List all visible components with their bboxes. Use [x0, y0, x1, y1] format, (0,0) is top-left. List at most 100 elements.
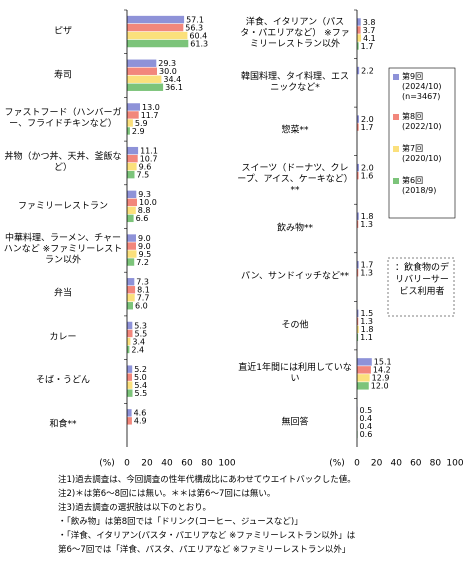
- value-label: 61.3: [190, 39, 208, 48]
- value-label: 56.3: [185, 23, 203, 32]
- value-label: 0.4: [359, 414, 372, 423]
- value-label: 1.3: [360, 269, 373, 278]
- bar: [127, 39, 189, 48]
- x-tick-label: 40: [390, 459, 402, 469]
- category-label: 中華料理、ラーメン、チャーハンなど ※ファミリーレストラン以外: [3, 233, 123, 266]
- x-tick-label: 60: [410, 459, 422, 469]
- value-label: 9.3: [138, 190, 151, 199]
- value-label: 6.0: [135, 302, 148, 311]
- value-label: 4.6: [134, 409, 147, 418]
- value-label: 34.4: [163, 75, 181, 84]
- value-label: 7.5: [137, 170, 150, 179]
- bar: [127, 329, 133, 338]
- footnote: 注3)過去調査の選択肢は以下のとおり。: [58, 503, 212, 513]
- bar: [357, 366, 371, 374]
- bar: [127, 250, 137, 258]
- bar: [127, 365, 133, 373]
- value-label: 3.7: [363, 26, 376, 35]
- category-label: 直近1年間には利用していない: [238, 363, 352, 385]
- bar: [127, 373, 132, 381]
- category-label: ピザ: [53, 26, 72, 37]
- bar: [127, 278, 135, 286]
- footnote: ・「飲み物」は第8回では「ドリンク(コーヒー、ジュースなど)」: [58, 517, 303, 527]
- x-tick-label: 100: [446, 459, 463, 469]
- legend-box: [388, 67, 456, 219]
- bar: [127, 345, 130, 354]
- bar: [127, 162, 137, 171]
- category-label: パン、サンドイッチなど**: [241, 271, 349, 282]
- bar: [127, 389, 133, 397]
- footnote: ・「洋食、イタリアン(パスタ・パエリアなど ※ファミリーレストラン以外」は: [58, 531, 356, 541]
- bar: [357, 325, 359, 334]
- bar: [127, 154, 138, 163]
- category-label: 韓国料理、タイ料理、エスニックなど*: [240, 71, 349, 93]
- bar: [127, 59, 157, 67]
- bar: [357, 358, 372, 366]
- x-tick-label: 80: [201, 459, 213, 469]
- x-tick-label: 20: [141, 459, 153, 469]
- legend-label: 第7回 (2020/10): [402, 144, 442, 163]
- value-label: 1.5: [360, 309, 373, 318]
- category-label: 無回答: [281, 417, 309, 428]
- value-label: 2.0: [361, 163, 374, 172]
- value-label: 60.4: [189, 31, 207, 40]
- legend-swatch: [393, 146, 399, 152]
- x-axis-label: (%): [99, 459, 115, 469]
- x-tick-label: 0: [354, 459, 360, 469]
- bar: [357, 333, 359, 342]
- value-label: 1.6: [361, 171, 374, 180]
- footnote: 注1)過去調査は、今回調査の性年代構成比にあわせてウエイトバックした値。: [58, 475, 356, 485]
- category-label: 飲み物**: [276, 223, 313, 233]
- bar: [127, 417, 132, 425]
- bar: [357, 163, 359, 172]
- bar: [127, 302, 133, 310]
- bar: [127, 409, 132, 417]
- bar: [127, 337, 131, 346]
- value-label: 4.9: [134, 417, 147, 426]
- bar: [357, 382, 369, 390]
- category-label: そば・うどん: [35, 375, 90, 386]
- bar: [357, 123, 359, 131]
- bar: [127, 234, 136, 242]
- x-tick-label: 20: [371, 459, 383, 469]
- value-label: 2.9: [132, 127, 145, 136]
- value-label: 29.3: [158, 59, 176, 68]
- bar: [127, 127, 130, 135]
- value-label: 9.6: [139, 162, 152, 171]
- bar: [127, 198, 137, 207]
- value-label: 4.1: [363, 34, 376, 43]
- value-label: 14.2: [373, 366, 391, 375]
- value-label: 5.9: [135, 119, 148, 128]
- value-label: 11.1: [140, 146, 158, 155]
- bar: [357, 34, 362, 42]
- bar: [357, 261, 359, 269]
- value-label: 13.0: [142, 103, 160, 112]
- category-label: その他: [281, 320, 309, 331]
- bar: [127, 103, 140, 111]
- annotation: ：飲食物のデリバリーサービス利用者: [394, 263, 449, 297]
- value-label: 8.8: [138, 206, 151, 215]
- value-label: 2.2: [361, 66, 374, 75]
- value-label: 5.3: [134, 321, 147, 330]
- bar: [127, 321, 133, 330]
- x-tick-label: 80: [430, 459, 442, 469]
- value-label: 5.2: [134, 365, 147, 374]
- value-label: 5.5: [135, 329, 148, 338]
- legend-label: 第8回 (2022/10): [402, 112, 442, 131]
- value-label: 11.7: [141, 111, 159, 120]
- category-label: 和食**: [49, 419, 77, 430]
- value-label: 5.4: [134, 381, 147, 390]
- category-label: 洋食、イタリアン（パスタ・パエリアなど） ※ファミリーレストラン以外: [240, 17, 350, 50]
- category-label: スイーツ（ドーナツ、クレープ、アイス、ケーキなど）**: [237, 163, 353, 196]
- x-tick-label: 0: [124, 459, 130, 469]
- legend-label: 第6回 (2018/9): [402, 176, 437, 195]
- bar: [127, 286, 136, 294]
- bar: [127, 294, 135, 302]
- bar: [357, 317, 359, 326]
- bar: [127, 111, 139, 119]
- value-label: 12.0: [371, 382, 389, 391]
- value-label: 0.4: [359, 422, 372, 431]
- bar: [357, 171, 359, 180]
